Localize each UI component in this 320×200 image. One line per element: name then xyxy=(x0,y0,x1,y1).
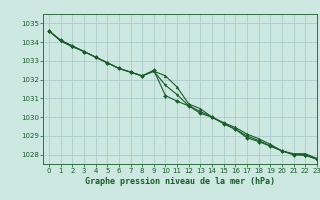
X-axis label: Graphe pression niveau de la mer (hPa): Graphe pression niveau de la mer (hPa) xyxy=(85,177,275,186)
